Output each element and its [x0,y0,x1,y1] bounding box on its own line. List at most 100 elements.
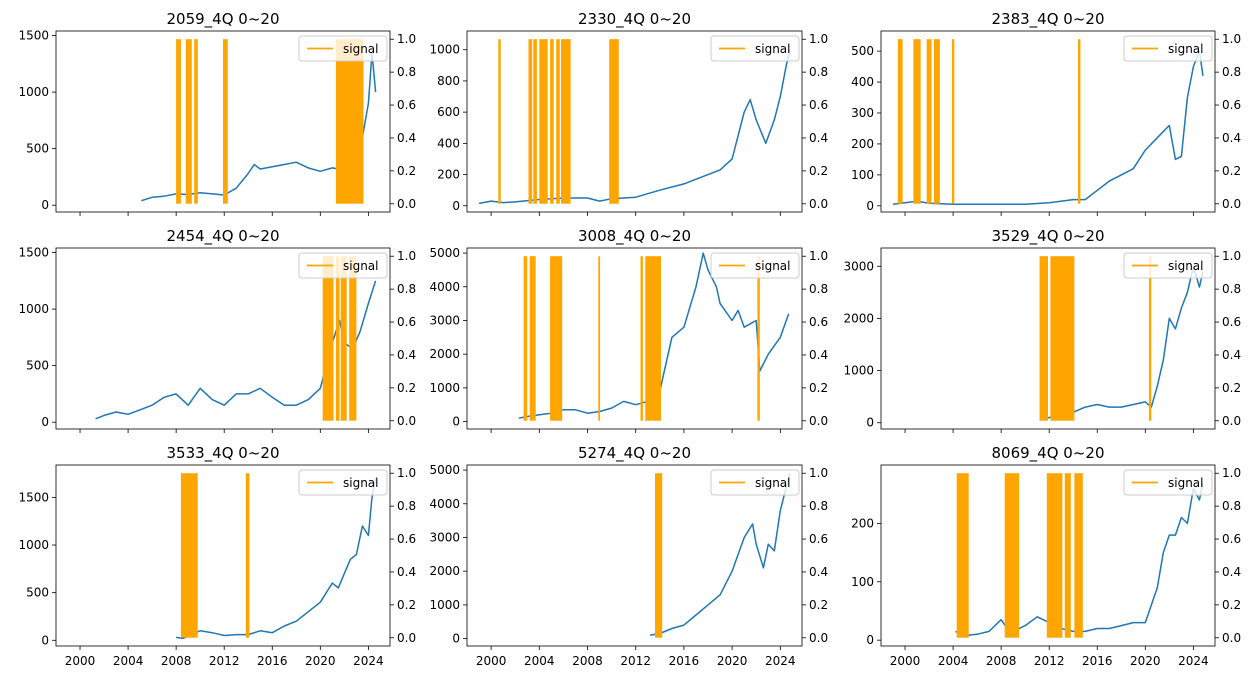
signal-block [1148,256,1152,421]
y2-tick-label: 1.0 [397,249,416,263]
y2-tick-label: 0.6 [397,532,416,546]
legend-box [298,252,388,279]
legend-box [1123,469,1213,496]
y-tick-label: 2000 [429,347,460,361]
y2-tick-label: 0.8 [809,65,828,79]
y2-tick-label: 0.8 [397,499,416,513]
legend-label: signal [343,476,379,490]
y2-tick-label: 0.6 [809,532,828,546]
y-tick-label: 1000 [429,381,460,395]
y-tick-label: 4000 [429,280,460,294]
plot-area [1039,256,1204,421]
legend-label: signal [755,259,791,273]
subplot: 2059_4Q 0~20 0 500 1000 1500 0.0 0.2 0.4 0.6 0.8 1… [18,10,416,216]
signal-block [655,473,663,638]
y-tick-label: 0 [41,633,49,647]
plot-area [95,256,377,421]
legend-label: signal [343,259,379,273]
signal-block [1050,256,1075,421]
y2-tick-label: 0.0 [397,197,416,211]
y2-tick-label: 1.0 [1222,466,1241,480]
axes-frame [55,247,391,430]
y2-tick-label: 0.6 [1222,532,1241,546]
y2-tick-label: 0.4 [1222,565,1241,579]
y-tick-label: 2000 [843,311,874,325]
price-line [892,50,1204,206]
y-tick-label: 1000 [429,598,460,612]
y2-tick-label: 1.0 [1222,32,1241,46]
y2-tick-label: 0.4 [397,348,416,362]
y-tick-label: 3000 [843,259,874,273]
y-tick-label: 100 [851,168,874,182]
signal-block [335,39,364,204]
y2-tick-label: 0.0 [809,631,828,645]
legend: signal [298,252,388,279]
price-line [955,482,1204,637]
price-line [478,49,791,205]
plot-area [141,39,377,204]
signal-block [897,39,903,204]
y-tick-label: 1000 [843,364,874,378]
y2-tick-label: 0.0 [809,197,828,211]
y2-tick-label: 0.2 [397,381,416,395]
signal-block [645,256,661,421]
legend-label: signal [1168,259,1204,273]
y2-tick-label: 0.2 [397,598,416,612]
y2-tick-label: 0.6 [397,98,416,112]
y-tick-label: 300 [851,106,874,120]
plot-area [518,252,790,421]
x-tick-label: 2000 [890,654,921,668]
subplot-title: 3008_4Q 0~20 [578,227,691,246]
signal-block [640,256,643,421]
x-tick-label: 2024 [1178,654,1209,668]
y-tick-label: 200 [851,137,874,151]
x-tick-label: 2016 [669,654,700,668]
legend-label: signal [1168,476,1204,490]
y2-tick-label: 0.8 [397,65,416,79]
y2-tick-label: 0.6 [1222,98,1241,112]
axes-frame [880,30,1216,213]
signal-block [245,473,250,638]
legend-label: signal [1168,42,1204,56]
y-tick-label: 4000 [429,497,460,511]
y2-tick-label: 0.2 [809,164,828,178]
legend-box [710,252,800,279]
plot-area [650,473,791,638]
x-tick-label: 2020 [1130,654,1161,668]
y2-tick-label: 0.2 [809,381,828,395]
y2-tick-label: 0.8 [1222,282,1241,296]
y2-tick-label: 0.6 [397,315,416,329]
legend: signal [710,35,800,62]
signal-block [335,256,340,421]
signal-block [926,39,932,204]
plot-area [478,39,791,205]
subplot: 3529_4Q 0~20 0 1000 2000 3000 0.0 0.2 0.4 0.6 0.8… [843,227,1241,433]
x-tick-label: 2000 [476,654,507,668]
y-tick-label: 1000 [18,538,49,552]
subplot-title: 2454_4Q 0~20 [167,227,280,246]
signal-block [609,39,619,204]
axes-frame [466,247,803,430]
subplot-title: 2383_4Q 0~20 [992,10,1105,29]
y2-tick-label: 1.0 [809,32,828,46]
signal-block [1078,39,1081,204]
legend: signal [298,469,388,496]
axes-frame [55,464,391,647]
y2-tick-label: 0.4 [397,565,416,579]
y-tick-label: 200 [851,516,874,530]
y2-tick-label: 0.4 [809,348,828,362]
x-tick-label: 2016 [1082,654,1113,668]
axes-frame [880,464,1216,647]
legend: signal [710,469,800,496]
y2-tick-label: 0.6 [809,98,828,112]
y-tick-label: 3000 [429,313,460,327]
legend-box [710,35,800,62]
subplot-title: 3529_4Q 0~20 [992,227,1105,246]
signal-block [523,256,528,421]
signal-block [528,39,533,204]
y-tick-label: 0 [866,199,874,213]
legend: signal [1123,252,1213,279]
x-tick-label: 2024 [353,654,384,668]
signal-block [223,39,228,204]
